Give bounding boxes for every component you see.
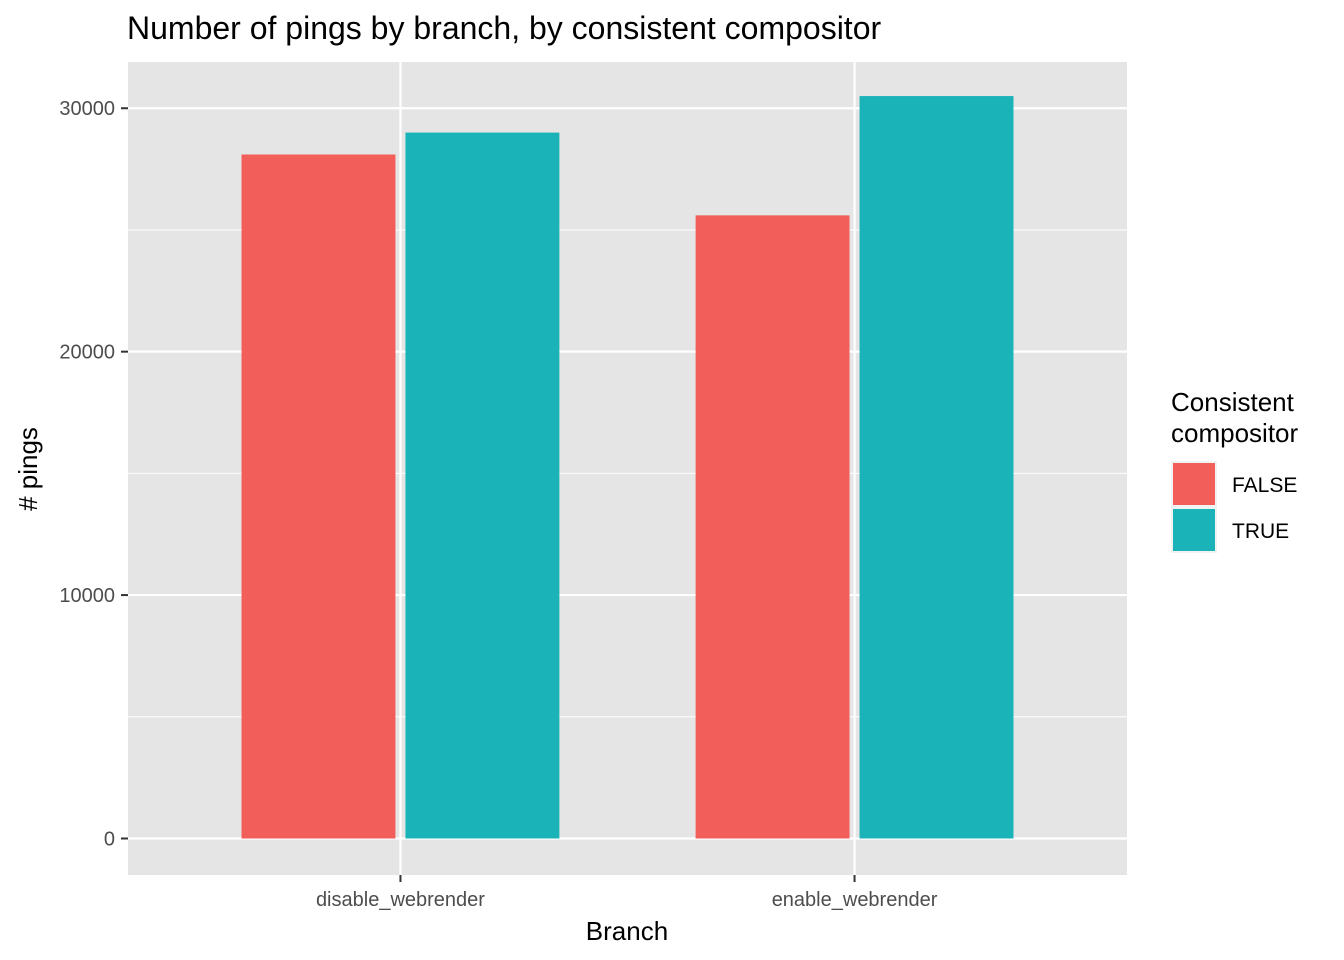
x-tick-label: disable_webrender (316, 889, 485, 911)
bars-group (241, 96, 1014, 839)
x-axis-title: Branch (586, 916, 668, 946)
legend-swatch-true (1173, 509, 1215, 551)
legend-swatch-false (1173, 463, 1215, 505)
y-tick-label: 20000 (59, 342, 115, 364)
y-tick-label: 30000 (59, 98, 115, 120)
chart-title: Number of pings by branch, by consistent… (127, 10, 881, 46)
legend-title-line-1: Consistent (1171, 387, 1295, 417)
y-axis: 0 10000 20000 30000 (59, 98, 128, 850)
bar-disable_webrender-true (405, 132, 560, 839)
legend-title-line-2: compositor (1171, 418, 1298, 448)
x-tick-label: enable_webrender (772, 889, 938, 911)
bar-disable_webrender-false (241, 154, 396, 839)
y-axis-title: # pings (13, 427, 43, 511)
bar-enable_webrender-true (859, 96, 1014, 839)
legend-label-false: FALSE (1232, 474, 1297, 497)
bar-enable_webrender-false (695, 215, 850, 839)
legend-items: FALSE TRUE (1171, 461, 1297, 553)
y-tick-label: 0 (104, 828, 115, 850)
legend: Consistent compositor FALSE TRUE (1171, 387, 1298, 553)
y-tick-label: 10000 (59, 585, 115, 607)
x-axis: disable_webrender enable_webrender (316, 875, 938, 911)
legend-label-true: TRUE (1232, 520, 1289, 543)
